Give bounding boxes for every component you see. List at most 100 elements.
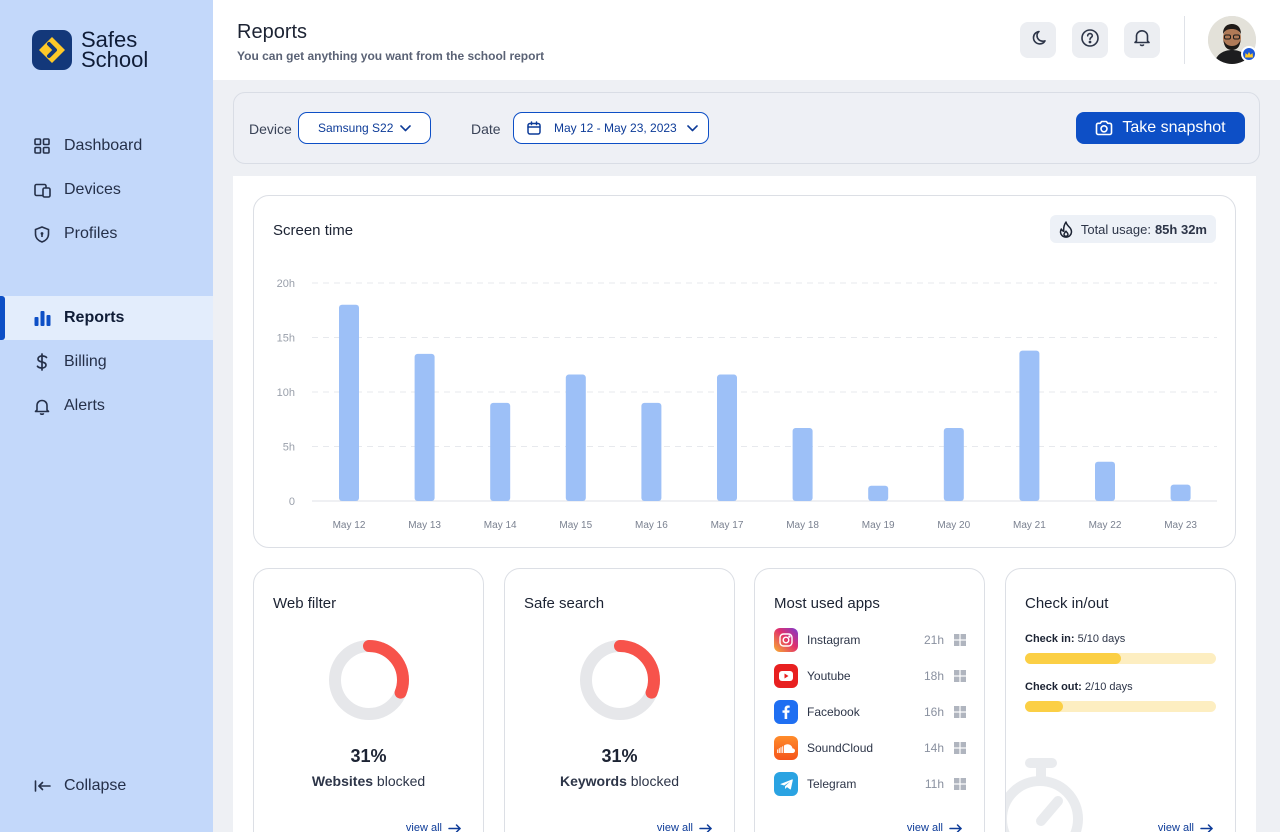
y-tick-label: 0 bbox=[289, 496, 295, 508]
x-tick-label: May 15 bbox=[559, 520, 592, 531]
chart-bar[interactable] bbox=[1170, 484, 1191, 501]
total-usage-badge: Total usage: 85h 32m bbox=[1049, 215, 1216, 243]
chart-bar[interactable] bbox=[943, 427, 964, 501]
safe-search-donut bbox=[577, 637, 663, 723]
x-tick-label: May 18 bbox=[786, 520, 819, 531]
app-row-instagram[interactable]: Instagram 21h bbox=[774, 628, 966, 652]
collapse-label: Collapse bbox=[64, 777, 127, 794]
app-row-soundcloud[interactable]: SoundCloud 14h bbox=[774, 736, 966, 760]
page-title: Reports bbox=[237, 21, 308, 43]
most-used-apps-card: Most used apps Instagram 21h Youtube 18h… bbox=[754, 568, 985, 832]
sidebar-item-reports[interactable]: Reports bbox=[0, 296, 213, 340]
chart-bar[interactable] bbox=[868, 485, 889, 501]
sidebar-item-label: Billing bbox=[64, 353, 107, 370]
total-usage-value: 85h 32m bbox=[1154, 221, 1207, 237]
notifications-button[interactable] bbox=[1124, 22, 1160, 58]
x-tick-label: May 17 bbox=[711, 520, 744, 531]
facebook-icon bbox=[774, 700, 798, 724]
safe-search-caption: Keywords blocked bbox=[559, 773, 680, 789]
sidebar-item-dashboard[interactable]: Dashboard bbox=[0, 124, 213, 168]
logo-mark-icon bbox=[32, 30, 72, 70]
bell-icon bbox=[33, 397, 51, 415]
brand-line1: Safes bbox=[81, 27, 138, 52]
collapse-button[interactable]: Collapse bbox=[0, 764, 213, 808]
check-out-label: Check out: 2/10 days bbox=[1025, 681, 1133, 693]
most-used-apps-view-all-link[interactable]: view all bbox=[907, 822, 962, 832]
dark-mode-button[interactable] bbox=[1020, 22, 1056, 58]
x-tick-label: May 16 bbox=[635, 520, 668, 531]
x-tick-label: May 19 bbox=[862, 520, 895, 531]
calendar-icon bbox=[527, 121, 541, 135]
date-label: Date bbox=[471, 121, 501, 137]
chart-bar[interactable] bbox=[1095, 461, 1115, 501]
safe-search-title: Safe search bbox=[524, 595, 605, 612]
help-button[interactable] bbox=[1072, 22, 1108, 58]
device-select[interactable]: Samsung S22 bbox=[298, 112, 431, 144]
arrow-right-icon bbox=[949, 823, 962, 832]
y-tick-label: 20h bbox=[277, 278, 295, 290]
chart-bar[interactable] bbox=[717, 374, 737, 501]
chart-bar[interactable] bbox=[414, 353, 435, 501]
chart-bar[interactable] bbox=[792, 427, 813, 501]
sidebar-item-billing[interactable]: Billing bbox=[0, 340, 213, 384]
collapse-icon bbox=[33, 777, 51, 795]
sidebar-item-profiles[interactable]: Profiles bbox=[0, 212, 213, 256]
date-range-picker[interactable]: May 12 - May 23, 2023 bbox=[513, 112, 709, 144]
crown-badge-icon bbox=[1241, 46, 1257, 62]
brand-logo[interactable]: Safes School bbox=[32, 27, 148, 71]
date-range-value: May 12 - May 23, 2023 bbox=[554, 121, 677, 135]
y-tick-label: 15h bbox=[277, 333, 295, 345]
sidebar: Safes School Dashboard Devices Profiles … bbox=[0, 0, 213, 832]
chart-bar[interactable] bbox=[565, 374, 586, 501]
sidebar-item-devices[interactable]: Devices bbox=[0, 168, 213, 212]
sidebar-item-alerts[interactable]: Alerts bbox=[0, 384, 213, 428]
chart-bar[interactable] bbox=[641, 402, 662, 501]
x-tick-label: May 23 bbox=[1164, 520, 1197, 531]
chart-bar[interactable] bbox=[490, 402, 511, 501]
device-label: Device bbox=[249, 121, 292, 137]
windows-icon bbox=[954, 742, 966, 754]
screen-time-title: Screen time bbox=[273, 222, 354, 239]
help-icon bbox=[1080, 28, 1100, 53]
sidebar-item-label: Reports bbox=[64, 309, 125, 326]
app-row-youtube[interactable]: Youtube 18h bbox=[774, 664, 966, 688]
windows-icon bbox=[954, 670, 966, 682]
app-row-facebook[interactable]: Facebook 16h bbox=[774, 700, 966, 724]
instagram-icon bbox=[774, 628, 798, 652]
total-usage-label: Total usage: bbox=[1080, 221, 1151, 237]
device-select-value: Samsung S22 bbox=[318, 121, 394, 135]
safe-search-percent: 31% bbox=[601, 746, 638, 766]
header-divider bbox=[1184, 16, 1185, 64]
youtube-icon bbox=[774, 664, 798, 688]
screen-time-card: Screen time Total usage: 85h 32m 0 5h 10h 1… bbox=[253, 195, 1236, 548]
top-header: Reports You can get anything you want fr… bbox=[213, 0, 1280, 80]
web-filter-view-all-link[interactable]: view all bbox=[406, 822, 461, 832]
stopwatch-icon bbox=[1006, 755, 1090, 832]
chart-bar[interactable] bbox=[1019, 350, 1040, 501]
sidebar-item-label: Dashboard bbox=[64, 137, 143, 154]
dollar-icon bbox=[33, 353, 51, 371]
check-in-out-view-all-link[interactable]: view all bbox=[1158, 822, 1213, 832]
web-filter-title: Web filter bbox=[273, 595, 337, 612]
arrow-right-icon bbox=[448, 823, 461, 832]
y-tick-label: 5h bbox=[283, 442, 295, 454]
safe-search-view-all-link[interactable]: view all bbox=[657, 822, 712, 832]
app-row-telegram[interactable]: Telegram 11h bbox=[774, 772, 966, 796]
chevron-down-icon bbox=[400, 124, 412, 132]
x-tick-label: May 13 bbox=[408, 520, 441, 531]
most-used-apps-title: Most used apps bbox=[774, 595, 880, 612]
x-tick-label: May 12 bbox=[333, 520, 366, 531]
check-in-progress bbox=[1025, 653, 1216, 664]
take-snapshot-label: Take snapshot bbox=[1122, 119, 1226, 136]
moon-icon bbox=[1029, 29, 1047, 52]
flame-icon bbox=[1058, 220, 1074, 238]
web-filter-donut bbox=[326, 637, 412, 723]
windows-icon bbox=[954, 778, 966, 790]
report-content: Screen time Total usage: 85h 32m 0 5h 10h 1… bbox=[233, 176, 1256, 832]
chart-bar[interactable] bbox=[339, 304, 359, 501]
sidebar-item-label: Devices bbox=[64, 181, 121, 198]
check-in-label: Check in: 5/10 days bbox=[1025, 633, 1126, 645]
take-snapshot-button[interactable]: Take snapshot bbox=[1076, 112, 1245, 144]
shield-icon bbox=[33, 225, 51, 243]
page-subtitle: You can get anything you want from the s… bbox=[237, 49, 545, 63]
